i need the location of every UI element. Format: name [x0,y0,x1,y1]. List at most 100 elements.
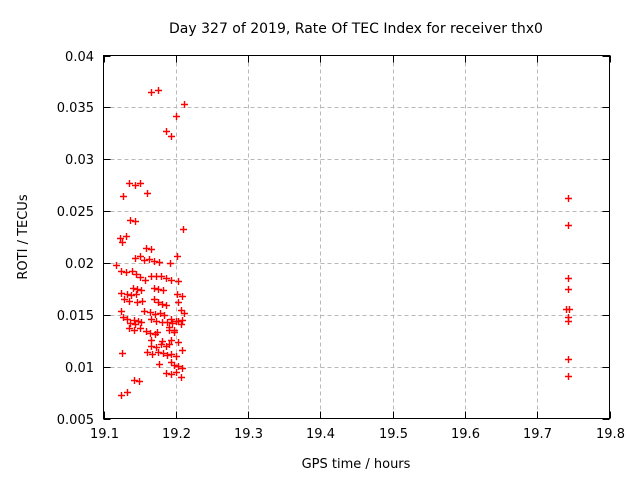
data-point-plus-marker [173,369,180,376]
data-point-plus-marker [160,350,167,357]
data-point-plus-marker [113,262,120,269]
data-point-plus-marker [132,182,139,189]
data-point-plus-marker [126,298,133,305]
data-point-plus-marker [157,310,164,317]
data-point-plus-marker [130,285,137,292]
y-tick-label: 0.02 [65,257,94,272]
y-tick-label: 0.01 [65,361,94,376]
data-points [113,87,573,399]
data-point-plus-marker [134,286,141,293]
data-point-plus-marker [127,320,134,327]
data-point-plus-marker [159,301,166,308]
data-point-plus-marker [148,316,155,323]
data-point-plus-marker [124,291,131,298]
y-tick-label: 0.03 [65,153,94,168]
data-point-plus-marker [153,344,160,351]
data-point-plus-marker [148,337,155,344]
plot-border [103,55,610,419]
data-point-plus-marker [147,330,154,337]
data-point-plus-marker [156,259,163,266]
data-point-plus-marker [155,87,162,94]
data-point-plus-marker [161,312,168,319]
data-point-plus-marker [128,292,135,299]
data-point-plus-marker [137,180,144,187]
data-point-plus-marker [149,351,156,358]
x-tick-label: 19.2 [162,427,191,442]
data-point-plus-marker [118,290,125,297]
data-point-plus-marker [118,308,125,315]
data-point-plus-marker [168,337,175,344]
data-point-plus-marker [168,316,175,323]
data-point-plus-marker [126,180,133,187]
grid-lines [103,55,610,419]
data-point-plus-marker [168,133,175,140]
x-tick-labels: 19.1 19.2 19.3 19.4 19.5 19.6 19.7 19.8 [90,427,625,442]
data-point-plus-marker [151,285,158,292]
data-point-plus-marker [147,309,154,316]
data-point-plus-marker [167,260,174,267]
data-point-plus-marker [179,317,186,324]
y-tick-label: 0.04 [65,50,94,65]
data-point-plus-marker [132,255,139,262]
data-point-plus-marker [118,268,125,275]
data-point-plus-marker [124,316,131,323]
data-point-plus-marker [123,269,130,276]
data-point-plus-marker [175,278,182,285]
data-point-plus-marker [565,275,572,282]
data-point-plus-marker [137,253,144,260]
data-point-plus-marker [152,311,159,318]
data-point-plus-marker [168,371,175,378]
data-point-plus-marker [163,128,170,135]
data-point-plus-marker [164,352,171,359]
data-point-plus-marker [132,218,139,225]
data-point-plus-marker [117,235,124,242]
data-point-plus-marker [143,245,150,252]
y-tick-label: 0.025 [57,205,94,220]
x-tick-label: 19.5 [379,427,408,442]
chart-title: Day 327 of 2019, Rate Of TEC Index for r… [169,21,543,37]
data-point-plus-marker [144,190,151,197]
data-point-plus-marker [121,296,128,303]
data-point-plus-marker [163,370,170,377]
data-point-plus-marker [175,363,182,370]
data-point-plus-marker [134,299,141,306]
data-point-plus-marker [175,299,182,306]
data-point-plus-marker [169,320,176,327]
data-point-plus-marker [131,377,138,384]
y-tick-label: 0.035 [57,101,94,116]
x-tick-label: 19.7 [523,427,552,442]
data-point-plus-marker [565,356,572,363]
data-point-plus-marker [158,341,165,348]
data-point-plus-marker [173,113,180,120]
data-point-plus-marker [136,378,143,385]
data-point-plus-marker [565,195,572,202]
data-point-plus-marker [148,89,155,96]
data-point-plus-marker [119,239,126,246]
x-tick-label: 19.4 [306,427,335,442]
data-point-plus-marker [119,350,126,357]
data-point-plus-marker [141,257,148,264]
data-point-plus-marker [132,321,139,328]
data-point-plus-marker [179,365,186,372]
data-point-plus-marker [158,273,165,280]
data-point-plus-marker [166,327,173,334]
y-tick-label: 0.005 [57,413,94,428]
data-point-plus-marker [131,327,138,334]
data-point-plus-marker [163,302,170,309]
data-point-plus-marker [142,277,149,284]
data-point-plus-marker [146,256,153,263]
data-point-plus-marker [129,268,136,275]
data-point-plus-marker [155,349,162,356]
x-tick-label: 19.3 [234,427,263,442]
data-point-plus-marker [138,287,145,294]
data-point-plus-marker [153,318,160,325]
data-point-plus-marker [173,353,180,360]
data-point-plus-marker [133,271,140,278]
data-point-plus-marker [137,325,144,332]
data-point-plus-marker [174,291,181,298]
data-point-plus-marker [171,362,178,369]
data-point-plus-marker [126,325,133,332]
data-point-plus-marker [120,314,127,321]
